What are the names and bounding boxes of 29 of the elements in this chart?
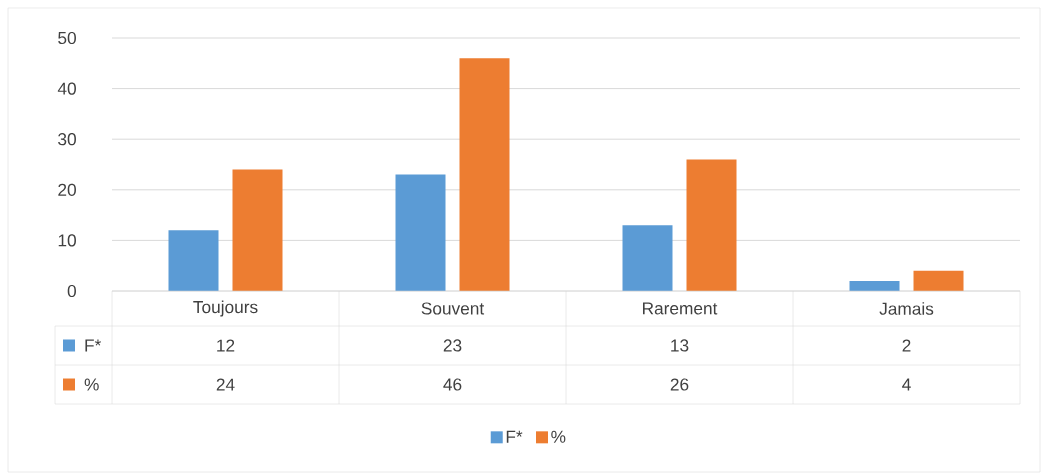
text: F* xyxy=(506,430,523,443)
bar xyxy=(168,230,219,291)
legend-label: % xyxy=(551,430,566,443)
y-tick-label: 30 xyxy=(58,133,76,146)
bar xyxy=(686,159,737,291)
x-tick-label: Rarement xyxy=(643,302,718,315)
data-label: 23 xyxy=(443,339,462,352)
data-label: 26 xyxy=(670,378,689,391)
data-label: 4 xyxy=(902,378,911,391)
data-label: 46 xyxy=(443,378,462,391)
y-tick-label: 20 xyxy=(58,183,76,196)
bar xyxy=(459,58,510,291)
x-tick-label: Jamais xyxy=(879,302,934,315)
y-tick-label: 50 xyxy=(58,31,76,45)
data-label: 2 xyxy=(902,339,911,352)
bar xyxy=(395,174,446,291)
y-tick-label: 0 xyxy=(67,284,76,298)
text: % xyxy=(84,378,99,391)
data-label: 13 xyxy=(671,339,689,352)
legend-label: F* xyxy=(85,339,102,352)
y-tick-label: 10 xyxy=(58,234,76,247)
data-label: 12 xyxy=(217,339,235,352)
bar xyxy=(232,169,283,291)
bar xyxy=(622,225,673,291)
data-label: 24 xyxy=(216,378,235,391)
x-tick-label: Souvent xyxy=(421,302,485,315)
y-tick-label: 40 xyxy=(57,82,76,95)
bar xyxy=(913,270,964,291)
x-tick-label: Toujours xyxy=(193,300,258,317)
